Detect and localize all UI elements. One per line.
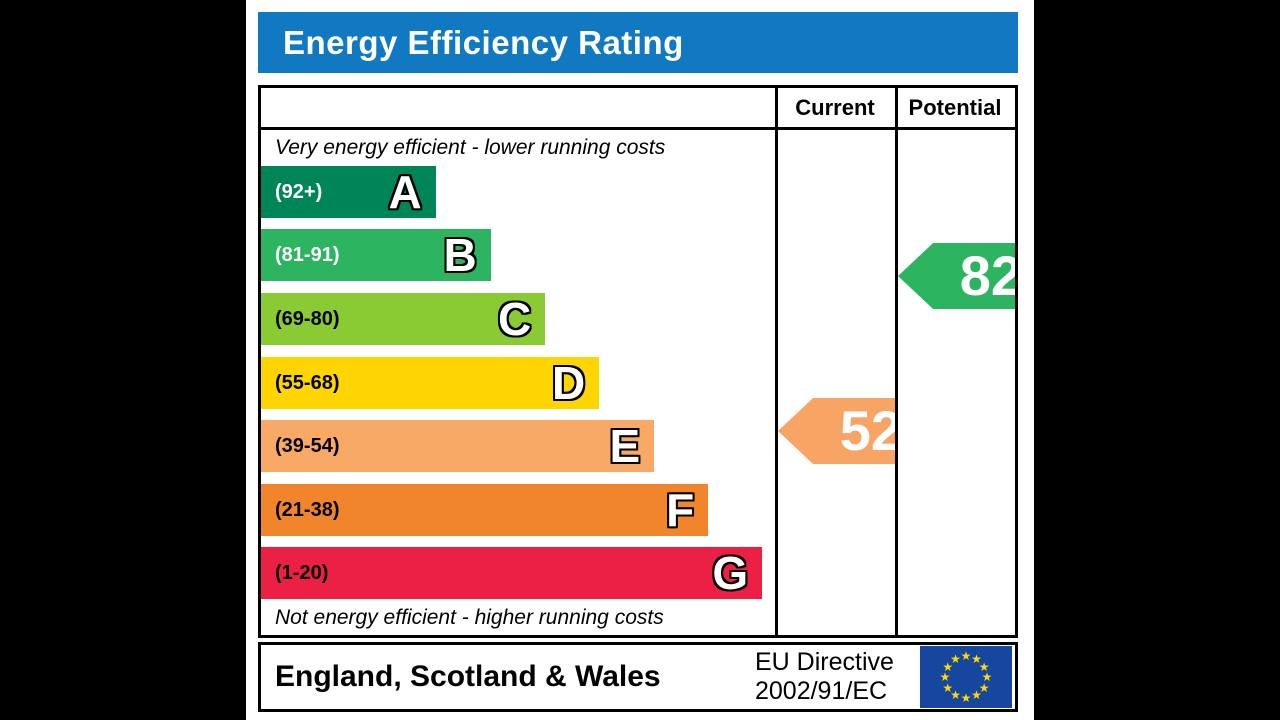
band-b-range: (81-91): [275, 243, 340, 266]
eu-directive-label: EU Directive 2002/91/EC: [755, 648, 894, 706]
rating-table: Current Potential Very energy efficient …: [258, 85, 1018, 638]
eu-flag-icon: ★ ★ ★ ★ ★ ★ ★ ★ ★ ★ ★ ★: [920, 646, 1012, 708]
band-d-range: (55-68): [275, 371, 340, 394]
eu-flag-star-icon: ★: [960, 691, 972, 705]
column-divider: [775, 88, 778, 635]
band-f: (21-38) F: [261, 484, 709, 536]
eu-flag-star-icon: ★: [942, 659, 954, 674]
potential-rating-cell: 82: [898, 133, 1015, 635]
current-rating-arrow: 52: [778, 398, 895, 464]
column-divider: [895, 88, 898, 635]
band-c: (69-80) C: [261, 293, 546, 345]
band-d: (55-68) D: [261, 357, 600, 409]
band-e: (39-54) E: [261, 420, 655, 472]
band-d-letter: D: [551, 357, 586, 409]
eu-directive-line1: EU Directive: [755, 648, 894, 676]
band-e-letter: E: [609, 420, 641, 472]
current-column-header: Current: [795, 94, 875, 120]
band-g-letter: G: [712, 547, 749, 599]
eu-directive-line2: 2002/91/EC: [755, 677, 888, 705]
band-a-letter: A: [388, 166, 422, 218]
band-f-range: (21-38): [275, 498, 340, 521]
potential-rating-value: 82: [959, 244, 1015, 307]
region-label: England, Scotland & Wales: [275, 660, 661, 693]
eu-flag-star-icon: ★: [960, 649, 972, 663]
bottom-caption: Not energy efficient - higher running co…: [275, 606, 664, 629]
eu-flag-star-icon: ★: [950, 651, 961, 666]
current-rating-cell: 52: [778, 133, 895, 635]
eu-flag-star-icon: ★: [950, 688, 961, 703]
current-rating-value: 52: [839, 399, 895, 462]
band-f-letter: F: [666, 484, 695, 536]
eu-flag-star-icon: ★: [978, 680, 990, 695]
eu-flag-star-icon: ★: [942, 680, 954, 695]
potential-column-header: Potential: [908, 94, 1002, 120]
eu-flag-star-icon: ★: [939, 670, 951, 684]
band-b: (81-91) B: [261, 229, 491, 281]
potential-rating-arrow: 82: [898, 243, 1015, 309]
footer: England, Scotland & Wales EU Directive 2…: [258, 642, 1018, 712]
eu-flag-star-icon: ★: [981, 670, 993, 684]
bands-area: Very energy efficient - lower running co…: [261, 133, 775, 635]
band-a-range: (92+): [275, 180, 323, 203]
eu-flag-star-icon: ★: [978, 659, 990, 674]
eu-flag-star-icon: ★: [971, 688, 982, 703]
top-caption: Very energy efficient - lower running co…: [275, 136, 666, 159]
band-g: (1-20) G: [261, 547, 763, 599]
eu-flag-star-icon: ★: [971, 651, 982, 666]
band-c-range: (69-80): [275, 307, 340, 330]
band-a: (92+) A: [261, 166, 436, 218]
epc-certificate: Energy Efficiency Rating Current Potenti…: [246, 0, 1034, 720]
band-e-range: (39-54): [275, 434, 340, 457]
page-title: Energy Efficiency Rating: [283, 23, 684, 61]
title-bar: Energy Efficiency Rating: [258, 12, 1018, 73]
band-b-letter: B: [443, 229, 477, 281]
table-header-row: Current Potential: [261, 88, 1015, 130]
band-c-letter: C: [498, 293, 532, 345]
band-g-range: (1-20): [275, 561, 329, 584]
